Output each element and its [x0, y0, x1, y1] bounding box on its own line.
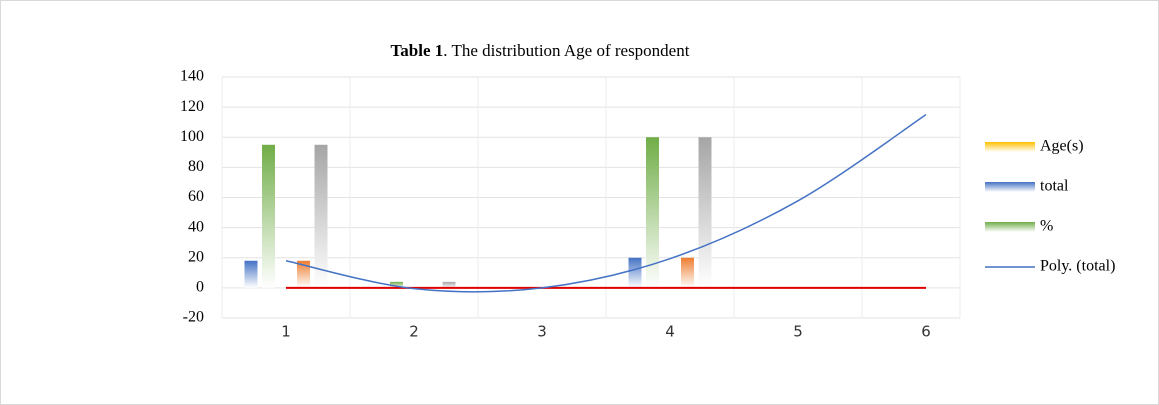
y-tick-label: 100: [180, 128, 204, 145]
trendline: [285, 114, 927, 293]
legend-swatch: [985, 222, 1035, 232]
bar: [262, 144, 275, 288]
bar: [681, 257, 694, 288]
bar: [698, 137, 712, 288]
bar: [244, 260, 258, 288]
legend-label: Age(s): [1040, 138, 1084, 155]
x-tick-label: 3: [537, 323, 547, 341]
bar: [314, 144, 328, 288]
y-tick-label: 20: [188, 248, 204, 265]
y-tick-label: -20: [183, 309, 204, 326]
x-tick-label: 5: [793, 323, 803, 341]
legend-swatch: [985, 182, 1035, 192]
y-tick-label: 40: [188, 218, 204, 235]
x-tick-label: 6: [921, 323, 931, 341]
bar: [628, 257, 642, 288]
chart-title: Table 1. The distribution Age of respond…: [391, 41, 690, 60]
y-tick-label: 60: [188, 188, 204, 205]
legend-label: %: [1040, 218, 1053, 235]
y-tick-label: 0: [196, 279, 204, 296]
x-tick-label: 2: [409, 323, 419, 341]
y-tick-label: 120: [180, 98, 204, 115]
y-tick-label: 140: [180, 68, 204, 85]
title-bold: Table 1: [391, 41, 444, 60]
bar: [646, 137, 659, 288]
bar: [442, 281, 456, 288]
bar: [390, 281, 403, 288]
legend-swatch: [985, 142, 1035, 152]
legend-label: total: [1040, 178, 1069, 195]
title-rest: . The distribution Age of respondent: [443, 41, 689, 60]
x-tick-label: 1: [281, 323, 291, 341]
y-tick-label: 80: [188, 158, 204, 175]
x-tick-label: 4: [665, 323, 675, 341]
legend-label: Poly. (total): [1040, 258, 1115, 275]
bar: [297, 260, 310, 288]
